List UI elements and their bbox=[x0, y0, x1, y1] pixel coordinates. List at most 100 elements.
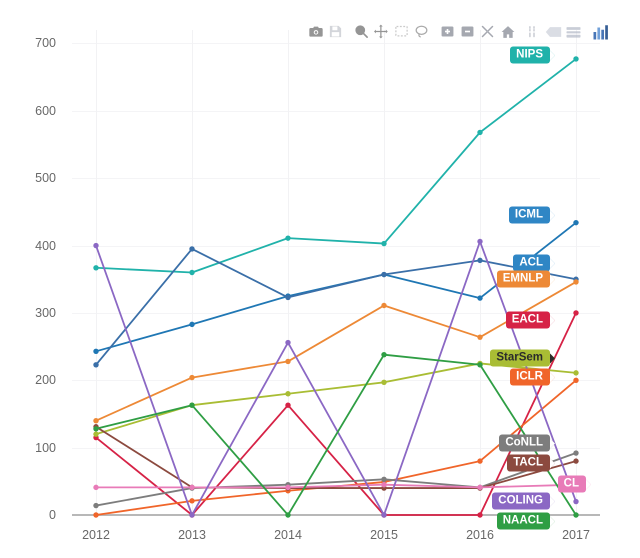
data-point[interactable] bbox=[477, 362, 483, 368]
spike-lines-icon[interactable] bbox=[524, 22, 543, 41]
data-point[interactable] bbox=[93, 512, 99, 518]
data-point[interactable] bbox=[189, 374, 195, 381]
data-point[interactable] bbox=[477, 512, 483, 518]
data-point[interactable] bbox=[381, 476, 387, 482]
zoom-in-icon[interactable] bbox=[438, 22, 457, 41]
data-point[interactable] bbox=[189, 512, 195, 518]
series-label-acl[interactable]: ACL bbox=[513, 254, 555, 272]
data-point[interactable] bbox=[285, 484, 291, 491]
series-line[interactable] bbox=[95, 353, 577, 516]
data-point[interactable] bbox=[477, 129, 483, 136]
series-starsem[interactable] bbox=[93, 360, 579, 437]
data-point[interactable] bbox=[189, 246, 195, 252]
series-label-conll[interactable]: CoNLL bbox=[499, 434, 555, 452]
series-label-eacl[interactable]: EACL bbox=[505, 311, 555, 329]
data-point[interactable] bbox=[477, 484, 483, 491]
data-point[interactable] bbox=[381, 271, 387, 278]
data-point[interactable] bbox=[285, 512, 291, 518]
series-label-cl[interactable]: CL bbox=[557, 475, 591, 493]
data-point[interactable] bbox=[573, 279, 579, 285]
data-point[interactable] bbox=[189, 484, 195, 491]
data-point[interactable] bbox=[477, 238, 483, 245]
download-plot-icon[interactable] bbox=[306, 22, 325, 41]
data-point[interactable] bbox=[381, 512, 387, 518]
data-point[interactable] bbox=[573, 498, 579, 505]
zoom-out-icon[interactable] bbox=[458, 22, 477, 41]
series-line[interactable] bbox=[95, 281, 577, 422]
data-point[interactable] bbox=[573, 512, 579, 518]
hover-compare-icon[interactable] bbox=[564, 22, 583, 41]
horizontal-gridline bbox=[72, 43, 600, 45]
data-point[interactable] bbox=[285, 339, 291, 346]
series-line[interactable] bbox=[95, 312, 577, 516]
series-label-naacl[interactable]: NAACL bbox=[496, 512, 555, 530]
series-label-starsem[interactable]: StarSem bbox=[490, 349, 555, 367]
data-point[interactable] bbox=[93, 265, 99, 271]
series-label-iclr[interactable]: ICLR bbox=[510, 368, 555, 386]
box-select-icon[interactable] bbox=[392, 22, 411, 41]
data-point[interactable] bbox=[93, 362, 99, 368]
autoscale-icon[interactable] bbox=[478, 22, 497, 41]
save-disk-icon[interactable] bbox=[326, 22, 345, 41]
lasso-select-icon[interactable] bbox=[412, 22, 431, 41]
series-nips[interactable] bbox=[93, 56, 579, 276]
data-point[interactable] bbox=[189, 269, 195, 276]
data-point[interactable] bbox=[573, 370, 579, 376]
data-point[interactable] bbox=[93, 417, 99, 424]
data-point[interactable] bbox=[285, 391, 291, 397]
data-point[interactable] bbox=[189, 498, 195, 504]
series-line[interactable] bbox=[95, 248, 577, 366]
data-point[interactable] bbox=[573, 56, 579, 62]
data-point[interactable] bbox=[189, 321, 195, 328]
series-line[interactable] bbox=[95, 483, 577, 489]
data-point[interactable] bbox=[477, 257, 483, 264]
plotly-logo-icon[interactable] bbox=[590, 22, 612, 41]
data-point[interactable] bbox=[93, 426, 99, 432]
series-label-icml[interactable]: ICML bbox=[508, 206, 555, 224]
data-point[interactable] bbox=[381, 481, 387, 488]
data-point[interactable] bbox=[93, 502, 99, 509]
data-point[interactable] bbox=[381, 302, 387, 309]
plotly-modebar[interactable] bbox=[306, 22, 612, 41]
data-point[interactable] bbox=[573, 450, 579, 456]
data-point[interactable] bbox=[477, 334, 483, 340]
series-naacl[interactable] bbox=[93, 351, 579, 518]
data-point[interactable] bbox=[93, 431, 99, 437]
data-point[interactable] bbox=[381, 240, 387, 247]
data-point[interactable] bbox=[189, 402, 195, 408]
data-point[interactable] bbox=[573, 458, 579, 464]
data-point[interactable] bbox=[477, 458, 483, 464]
reset-axes-home-icon[interactable] bbox=[498, 22, 517, 41]
data-point[interactable] bbox=[93, 484, 99, 491]
data-point[interactable] bbox=[93, 348, 99, 355]
data-point[interactable] bbox=[477, 295, 483, 301]
series-label-coling[interactable]: COLING bbox=[492, 492, 555, 510]
plot-area[interactable]: NIPS ICML ACL EMNLP EACL StarSem ICLR CoNLL TACL… bbox=[72, 30, 600, 530]
series-line[interactable] bbox=[95, 362, 577, 436]
x-axis-tick-label: 2014 bbox=[274, 528, 302, 542]
data-point[interactable] bbox=[285, 294, 291, 301]
series-label-tacl[interactable]: TACL bbox=[507, 454, 555, 472]
series-line[interactable] bbox=[95, 58, 577, 274]
pan-move-icon[interactable] bbox=[372, 22, 391, 41]
series-label-nips[interactable]: NIPS bbox=[510, 46, 555, 64]
y-axis-tick-label: 700 bbox=[35, 36, 56, 51]
hover-closest-icon[interactable] bbox=[544, 22, 563, 41]
data-point[interactable] bbox=[285, 402, 291, 408]
series-label-emnlp[interactable]: EMNLP bbox=[496, 270, 555, 288]
series-emnlp[interactable] bbox=[93, 279, 579, 424]
label-pointer bbox=[550, 210, 555, 220]
zoom-magnifier-icon[interactable] bbox=[352, 22, 371, 41]
data-point[interactable] bbox=[285, 358, 291, 365]
data-point[interactable] bbox=[573, 310, 579, 316]
data-point[interactable] bbox=[93, 242, 99, 249]
data-point[interactable] bbox=[573, 377, 579, 383]
data-point[interactable] bbox=[573, 219, 579, 226]
series-line[interactable] bbox=[95, 452, 577, 507]
data-point[interactable] bbox=[381, 379, 387, 385]
series-line[interactable] bbox=[95, 425, 577, 489]
data-point[interactable] bbox=[381, 351, 387, 358]
label-pointer bbox=[586, 479, 591, 489]
label-pointer bbox=[550, 315, 555, 325]
data-point[interactable] bbox=[285, 235, 291, 241]
